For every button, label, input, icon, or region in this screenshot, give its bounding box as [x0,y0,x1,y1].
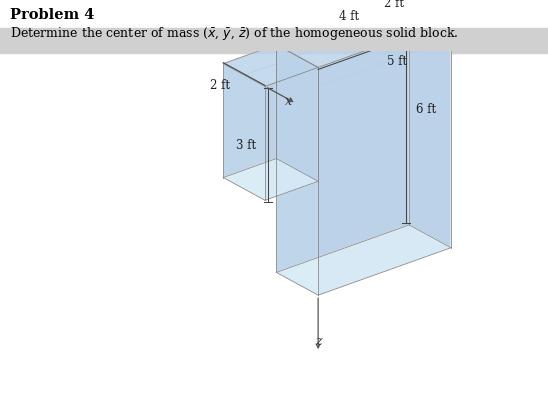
Bar [0,28,548,53]
Text: 5 ft: 5 ft [387,55,407,68]
Polygon shape [223,64,265,200]
Text: 4 ft: 4 ft [339,10,359,23]
Polygon shape [223,45,276,177]
Text: Determine the center of mass ($\bar{x}$, $\bar{y}$, $\bar{z}$) of the homogeneou: Determine the center of mass ($\bar{x}$,… [10,25,459,42]
Text: 2 ft: 2 ft [384,0,404,10]
Text: x: x [286,95,292,108]
Polygon shape [276,225,451,295]
Text: z: z [315,335,322,348]
Polygon shape [276,0,451,67]
Polygon shape [223,45,318,86]
Text: 3 ft: 3 ft [236,139,256,152]
Polygon shape [276,0,409,272]
Polygon shape [409,0,451,248]
Text: 2 ft: 2 ft [210,79,230,92]
Text: Problem 4: Problem 4 [10,8,94,22]
Polygon shape [223,158,318,200]
Polygon shape [318,20,451,295]
Text: 6 ft: 6 ft [416,103,436,116]
Polygon shape [265,67,318,200]
Polygon shape [276,45,318,181]
Polygon shape [276,45,318,295]
